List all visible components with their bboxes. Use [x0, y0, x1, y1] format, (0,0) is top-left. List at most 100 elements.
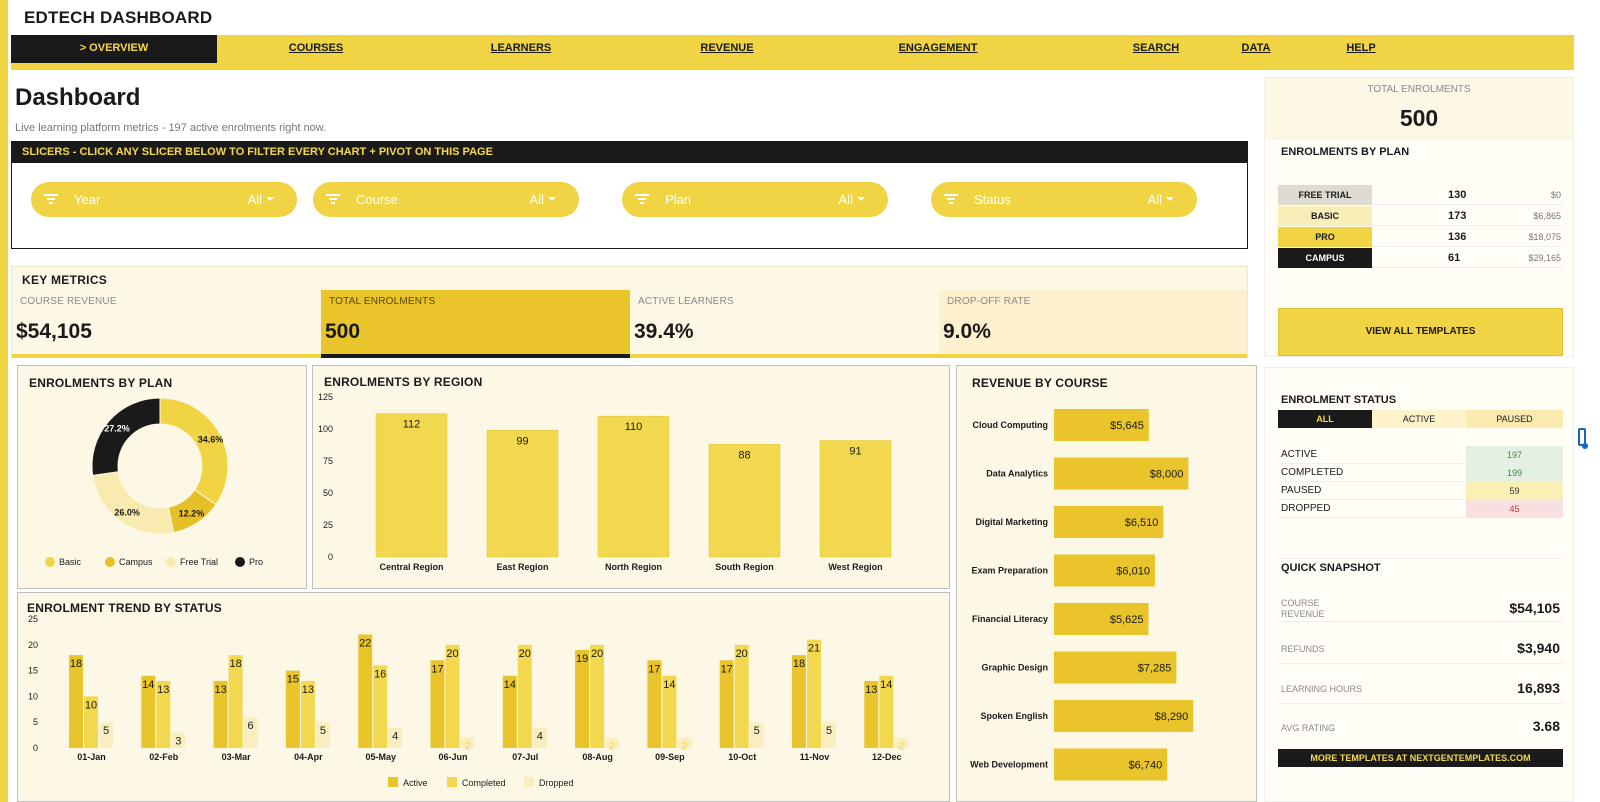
region-bar [597, 415, 670, 558]
key-metrics-title: KEY METRICS [22, 273, 108, 287]
snapshot-value: $54,105 [1509, 600, 1560, 616]
trend-bar-completed [445, 644, 460, 748]
kpi-value: 9.0% [943, 320, 991, 343]
bar-value-label: $7,285 [1138, 663, 1172, 675]
legend-label: Campus [119, 557, 153, 567]
nav-data[interactable]: DATA [1241, 42, 1271, 54]
trend-bar-active [141, 675, 156, 748]
trend-bar-active [430, 660, 445, 748]
trend-bar-active [213, 680, 228, 748]
status-tab-active[interactable]: ACTIVE [1372, 410, 1466, 428]
snapshot-value: 3.68 [1532, 718, 1560, 734]
bar-value-label: 91 [849, 446, 861, 458]
legend-label: Basic [59, 557, 82, 567]
y-tick-label: 100 [318, 424, 333, 434]
plan-revenue: $29,165 [1528, 253, 1561, 263]
region-bar [375, 413, 448, 558]
trend-bar-dropped [822, 722, 836, 748]
status-count: 45 [1466, 500, 1563, 518]
status-name: PAUSED [1281, 485, 1322, 496]
snapshot-title: QUICK SNAPSHOT [1281, 562, 1381, 574]
course-bar [1054, 748, 1168, 781]
slicer-label: Year [74, 192, 101, 207]
slicer-label: Course [356, 192, 398, 207]
nav-learners[interactable]: LEARNERS [490, 42, 552, 54]
divider [1278, 558, 1563, 559]
status-count: 197 [1466, 446, 1563, 464]
kpi-value: 500 [325, 320, 361, 343]
trend-bar-dropped [460, 737, 475, 748]
bar-value-label: 5 [320, 725, 326, 737]
slicer-plan[interactable]: Plan All [622, 182, 888, 217]
status-row: PAUSED 59 [1278, 482, 1563, 500]
status-tab-paused[interactable]: PAUSED [1466, 410, 1563, 428]
bar-value-label: 14 [663, 679, 675, 691]
y-tick-label: 5 [33, 717, 38, 727]
chevron-down-icon [857, 197, 865, 201]
y-tick-label: 75 [323, 456, 333, 466]
view-all-templates-button[interactable]: VIEW ALL TEMPLATES [1278, 308, 1563, 356]
total-enrolments-label: TOTAL ENROLMENTS [1367, 84, 1471, 95]
snapshot-row: REFUNDS $3,940 [1278, 640, 1563, 664]
kpi-active-learners: ACTIVE LEARNERS 39.4% [630, 290, 939, 358]
plan-name: FREE TRIAL [1278, 185, 1372, 205]
y-tick-label: 10 [28, 691, 38, 701]
bar-value-label: 21 [808, 643, 820, 655]
slicer-status[interactable]: Status All [931, 182, 1197, 217]
slicer-value: All [1147, 192, 1162, 207]
course-bar [1054, 409, 1149, 441]
plan-count: 61 [1448, 252, 1461, 264]
plan-table-title: ENROLMENTS BY PLAN [1281, 146, 1410, 158]
plan-row: CAMPUS 61 $29,165 [1278, 248, 1563, 268]
legend-swatch [45, 557, 55, 567]
snapshot-value: 16,893 [1517, 680, 1560, 696]
kpi-drop-off-rate: DROP-OFF RATE 9.0% [939, 290, 1247, 358]
scroll-handle-dot[interactable] [1582, 443, 1588, 449]
bar-value-label: 4 [537, 730, 543, 742]
slicer-value: All [838, 192, 853, 207]
slicer-year[interactable]: Year All [31, 182, 297, 217]
kpi-label: TOTAL ENROLMENTS [329, 296, 436, 307]
trend-bar-completed [879, 675, 894, 748]
nav-overview[interactable]: > OVERVIEW [11, 35, 217, 63]
bar-value-label: 5 [826, 725, 832, 737]
nav-engagement[interactable]: ENGAGEMENT [898, 42, 978, 54]
bar-value-label: $6,510 [1125, 517, 1159, 529]
snapshot-row: AVG RATING 3.68 [1278, 718, 1563, 738]
x-tick-label: 07-Jul [512, 752, 538, 762]
top-nav: > OVERVIEW COURSES LEARNERS REVENUE ENGA… [11, 35, 1574, 70]
total-enrolments-box [1265, 78, 1573, 140]
x-tick-label: 04-Apr [294, 752, 323, 762]
trend-bar-active [719, 660, 734, 748]
chevron-down-icon [266, 197, 274, 201]
plan-name: BASIC [1278, 206, 1372, 226]
filter-icon [635, 194, 649, 204]
plan-revenue: $0 [1550, 190, 1561, 200]
nav-courses[interactable]: COURSES [288, 42, 344, 54]
trend-bar-active [647, 660, 662, 748]
trend-bar-completed [84, 696, 98, 748]
y-tick-label: 125 [318, 392, 333, 402]
bar-value-label: 13 [214, 684, 226, 696]
bar-value-label: 22 [359, 637, 371, 649]
plan-row: FREE TRIAL 130 $0 [1278, 185, 1563, 205]
nav-revenue[interactable]: REVENUE [700, 42, 754, 54]
x-tick-label: Central Region [379, 562, 443, 572]
trend-bar-active [285, 670, 300, 748]
x-tick-label: 03-Mar [222, 752, 252, 762]
bar-value-label: 18 [70, 658, 82, 670]
bar-value-label: 13 [865, 684, 877, 696]
y-tick-label: 50 [323, 488, 333, 498]
bar-value-label: 13 [302, 684, 314, 696]
slicer-course[interactable]: Course All [313, 182, 579, 217]
status-tab-all[interactable]: ALL [1278, 410, 1372, 428]
donut-slice-basic [159, 397, 229, 506]
nav-help[interactable]: HELP [1346, 42, 1376, 54]
total-enrolments-value: 500 [1399, 105, 1439, 131]
more-templates-link[interactable]: MORE TEMPLATES AT NEXTGENTEMPLATES.COM [1278, 749, 1563, 767]
slicer-label: Status [974, 192, 1011, 207]
kpi-value: $54,105 [16, 320, 92, 343]
status-row: COMPLETED 199 [1278, 464, 1563, 482]
y-tick-label: 25 [323, 520, 333, 530]
nav-search[interactable]: SEARCH [1132, 42, 1180, 54]
